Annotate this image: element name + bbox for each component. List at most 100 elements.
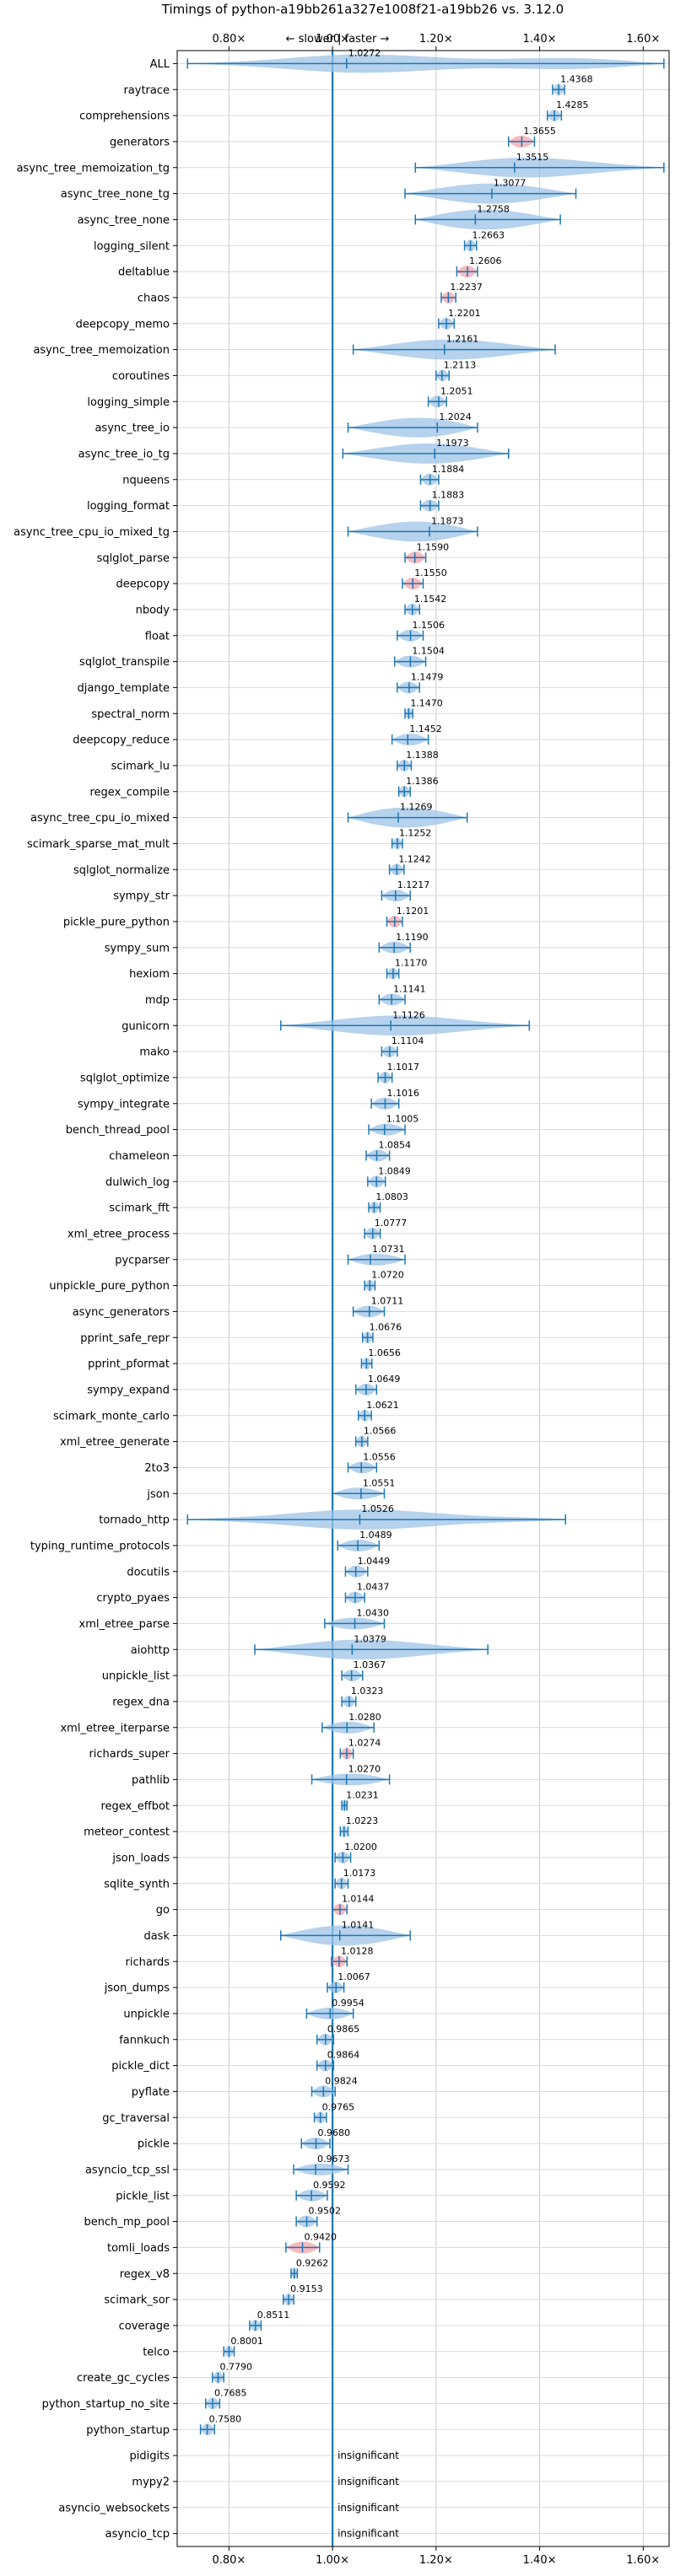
- benchmark-name-label: pathlib: [132, 1774, 170, 1787]
- benchmark-name-label: xml_etree_parse: [79, 1618, 170, 1631]
- value-label: 1.0200: [344, 1842, 377, 1853]
- benchmark-name-label: create_gc_cycles: [77, 2372, 170, 2385]
- benchmark-name-label: async_tree_cpu_io_mixed: [30, 812, 170, 825]
- value-label: 1.0489: [359, 1530, 392, 1541]
- benchmark-name-label: xml_etree_generate: [60, 1436, 170, 1449]
- value-label: 1.1190: [396, 932, 429, 943]
- x-tick-label-top: 1.00×: [316, 33, 349, 46]
- value-label: 1.0231: [346, 1789, 379, 1800]
- benchmark-name-label: aiohttp: [131, 1644, 170, 1657]
- value-label: 1.0323: [351, 1686, 384, 1697]
- value-label: 1.1170: [395, 958, 428, 969]
- value-label: 1.0128: [341, 1945, 374, 1956]
- benchmark-name-label: regex_v8: [120, 2268, 170, 2281]
- value-label: 1.0566: [364, 1426, 397, 1437]
- benchmark-name-label: async_tree_none: [78, 214, 170, 227]
- value-label: 1.0367: [354, 1659, 386, 1670]
- value-label: 1.0551: [363, 1477, 396, 1488]
- benchmark-name-label: pprint_safe_repr: [80, 1332, 170, 1345]
- value-label: 1.1201: [397, 906, 429, 917]
- value-label: 0.9153: [290, 2283, 323, 2294]
- value-label: 1.1017: [387, 1062, 420, 1073]
- value-label: 1.0803: [375, 1191, 408, 1202]
- benchmark-name-label: spectral_norm: [91, 708, 170, 721]
- value-label: 1.0711: [371, 1295, 404, 1306]
- benchmark-name-label: pickle_pure_python: [63, 916, 170, 928]
- value-label: 1.0649: [368, 1374, 401, 1385]
- value-label: 0.9765: [322, 2101, 355, 2112]
- value-label: 1.1479: [411, 671, 443, 682]
- benchmark-name-label: go: [156, 1904, 170, 1917]
- insignificant-label: insignificant: [338, 2476, 399, 2487]
- value-label: 0.8511: [257, 2310, 290, 2321]
- benchmark-name-label: scimark_sor: [104, 2294, 170, 2307]
- benchmark-name-label: raytrace: [123, 84, 170, 97]
- benchmark-name-label: sympy_sum: [105, 942, 170, 955]
- value-label: 1.3077: [494, 178, 526, 189]
- value-label: 1.2201: [448, 308, 481, 319]
- benchmark-name-label: sqlite_synth: [104, 1878, 170, 1890]
- value-label: 1.2024: [439, 411, 472, 422]
- benchmark-name-label: mypy2: [132, 2476, 170, 2488]
- benchmark-name-label: pprint_pformat: [88, 1358, 170, 1371]
- benchmark-name-label: generators: [110, 136, 170, 148]
- x-tick-label-bottom: 0.80×: [212, 2554, 246, 2567]
- value-label: 1.1550: [414, 567, 447, 578]
- x-tick-label-top: 1.20×: [419, 33, 453, 46]
- value-label: 1.1388: [406, 750, 439, 761]
- benchmark-name-label: xml_etree_process: [68, 1228, 170, 1240]
- benchmark-name-label: crypto_pyaes: [96, 1592, 170, 1605]
- insignificant-label: insignificant: [338, 2450, 399, 2461]
- benchmark-name-label: comprehensions: [79, 110, 170, 123]
- benchmark-name-label: nbody: [136, 604, 170, 616]
- value-label: 1.0526: [361, 1503, 394, 1514]
- benchmark-name-label: scimark_monte_carlo: [53, 1410, 170, 1422]
- benchmark-name-label: 2to3: [144, 1462, 170, 1475]
- benchmark-name-label: sympy_expand: [87, 1384, 170, 1396]
- value-label: 1.0437: [357, 1582, 390, 1593]
- benchmark-name-label: sqlglot_transpile: [79, 656, 170, 669]
- benchmark-name-label: richards_super: [89, 1748, 170, 1761]
- benchmark-name-label: async_generators: [73, 1306, 170, 1319]
- value-label: 1.0144: [342, 1894, 375, 1905]
- benchmark-name-label: logging_simple: [87, 396, 170, 409]
- value-label: 1.0656: [368, 1347, 401, 1358]
- benchmark-name-label: chameleon: [109, 1150, 170, 1163]
- benchmark-name-label: async_tree_memoization_tg: [17, 162, 170, 175]
- value-label: 1.1104: [392, 1035, 424, 1046]
- value-label: 1.0621: [366, 1400, 399, 1411]
- benchmark-name-label: python_startup: [86, 2424, 170, 2437]
- benchmark-name-label: dask: [143, 1930, 170, 1943]
- value-label: 0.9954: [332, 1998, 364, 2009]
- benchmark-name-label: regex_effbot: [100, 1800, 170, 1813]
- insignificant-label: insignificant: [338, 2528, 399, 2540]
- value-label: 0.7685: [214, 2387, 246, 2398]
- x-tick-label-top: 0.80×: [212, 33, 246, 46]
- benchmark-name-label: json: [146, 1488, 170, 1501]
- benchmark-name-label: sympy_str: [113, 890, 170, 903]
- plot-layer: [186, 54, 665, 2436]
- value-label: 1.0854: [379, 1139, 412, 1150]
- value-label: 0.7580: [209, 2413, 242, 2424]
- benchmark-name-label: tomli_loads: [107, 2242, 170, 2255]
- value-label: 1.2758: [477, 203, 510, 214]
- benchmark-name-label: unpickle: [123, 2008, 170, 2020]
- value-label: 1.0141: [342, 1919, 375, 1930]
- value-label: 1.1269: [400, 802, 433, 813]
- benchmark-name-label: async_tree_io: [94, 422, 170, 435]
- plot-frame: [176, 50, 670, 2547]
- value-label: 0.9864: [327, 2050, 360, 2061]
- value-label: 1.0777: [375, 1218, 408, 1229]
- value-label: 1.0223: [346, 1815, 379, 1826]
- value-label: 1.0849: [378, 1165, 411, 1176]
- value-label: 1.3515: [516, 152, 549, 163]
- value-label: 1.1141: [393, 983, 426, 994]
- value-label: 1.0280: [348, 1712, 381, 1723]
- benchmark-name-label: json_loads: [111, 1852, 170, 1864]
- benchmark-name-label: asyncio_websockets: [58, 2502, 170, 2514]
- benchmark-name-label: deltablue: [118, 266, 170, 279]
- value-label: 1.1883: [432, 490, 465, 501]
- benchmark-name-label: logging_format: [87, 500, 170, 513]
- benchmark-name-label: regex_compile: [89, 786, 170, 799]
